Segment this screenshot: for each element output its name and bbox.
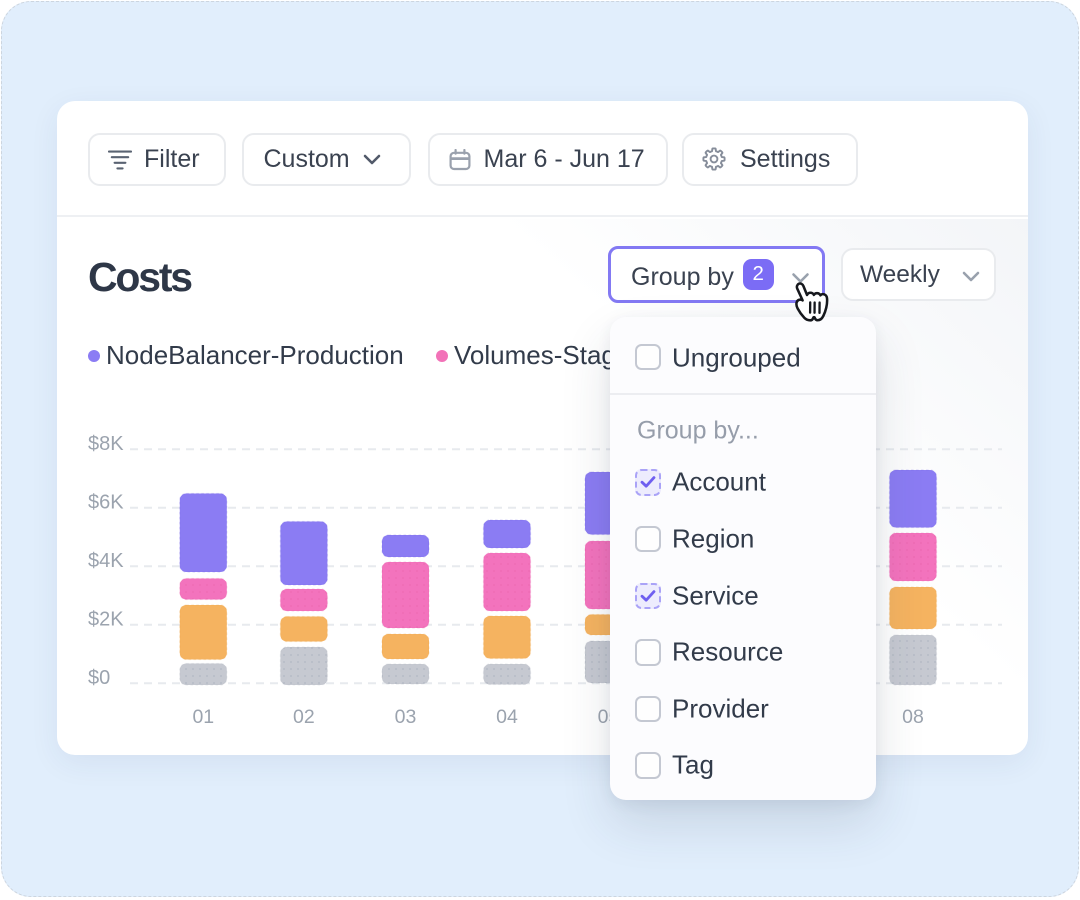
svg-text:$0: $0 bbox=[88, 667, 110, 689]
svg-text:$4K: $4K bbox=[88, 550, 124, 572]
svg-text:$6K: $6K bbox=[88, 491, 124, 513]
svg-text:01: 01 bbox=[192, 706, 214, 728]
svg-text:02: 02 bbox=[293, 706, 315, 728]
svg-text:03: 03 bbox=[395, 706, 417, 728]
svg-text:$2K: $2K bbox=[88, 608, 124, 630]
svg-text:08: 08 bbox=[902, 706, 924, 728]
svg-text:04: 04 bbox=[496, 706, 518, 728]
svg-text:$8K: $8K bbox=[88, 433, 124, 455]
